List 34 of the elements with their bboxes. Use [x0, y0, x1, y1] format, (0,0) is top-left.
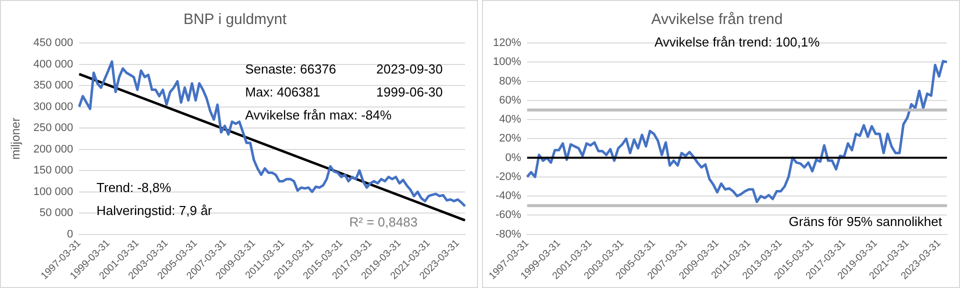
y-tick-label: -80%	[495, 228, 522, 240]
y-tick-label: 250 000	[33, 122, 74, 134]
y-tick-label: -60%	[495, 209, 522, 222]
annotation: Halveringstid: 7,9 år	[96, 202, 213, 218]
y-tick-label: 20%	[499, 132, 522, 145]
y-tick-label: 200 000	[33, 143, 74, 156]
y-axis-title: miljoner	[8, 118, 23, 160]
y-tick-label: 100%	[492, 56, 522, 68]
y-tick-label: 400 000	[33, 58, 74, 70]
ref-line-label: Gräns för 95% sannolikhet	[788, 214, 942, 230]
chart-title: BNP i guldmynt	[183, 11, 288, 28]
annotation: 1999-06-30	[376, 84, 443, 100]
y-tick-label: 450 000	[33, 37, 74, 50]
y-tick-label: -20%	[495, 170, 522, 183]
annotation: Senaste: 66376	[245, 61, 336, 76]
y-tick-label: 50 000	[40, 207, 74, 220]
annotation: Avvikelse från trend: 100,1%	[654, 34, 820, 50]
annotation: Avvikelse från max: -84%	[245, 107, 392, 122]
y-tick-label: 0%	[505, 152, 522, 164]
y-tick-label: -40%	[495, 190, 522, 202]
y-tick-label: 0	[67, 228, 74, 240]
annotation: Max: 406381	[245, 84, 320, 100]
y-tick-label: 300 000	[33, 100, 74, 113]
annotation: R² = 0,8483	[349, 214, 418, 230]
y-tick-label: 100 000	[33, 186, 74, 198]
annotation: 2023-09-30	[376, 61, 443, 76]
y-tick-label: 150 000	[33, 164, 74, 177]
annotation: Trend: -8,8%	[96, 180, 172, 195]
y-tick-label: 80%	[499, 75, 522, 88]
y-tick-label: 120%	[492, 37, 522, 50]
y-tick-label: 350 000	[33, 80, 74, 92]
y-tick-label: 40%	[499, 114, 522, 126]
y-tick-label: 60%	[499, 94, 522, 106]
chart-title: Avvikelse från trend	[651, 11, 783, 28]
